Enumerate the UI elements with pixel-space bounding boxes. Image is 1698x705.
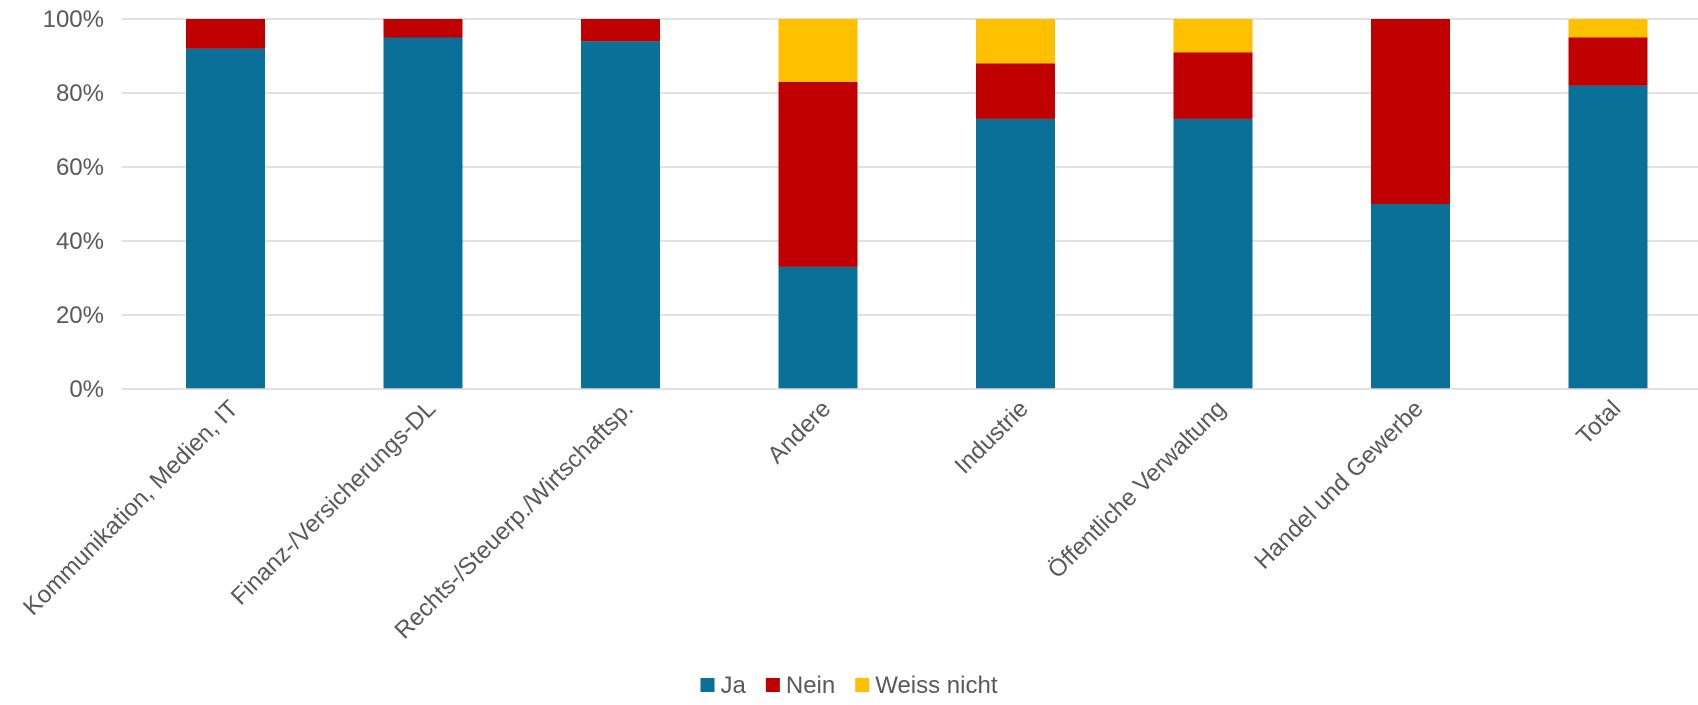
x-tick-label: Industrie xyxy=(950,395,1034,479)
y-tick-label: 100% xyxy=(43,6,104,33)
legend-swatch-nein xyxy=(765,678,780,692)
bar-segment-ja xyxy=(1371,204,1450,389)
bar-segment-ja xyxy=(186,48,265,389)
bars xyxy=(186,19,1648,390)
y-axis-ticks: 0% 20% 40% 60% 80% 100% xyxy=(43,6,104,403)
bar-segment-nein xyxy=(778,81,858,267)
y-tick-label: 20% xyxy=(56,302,104,329)
bar-segment-ja xyxy=(976,118,1055,390)
bar-segment-weiss-nicht xyxy=(1173,19,1253,53)
x-tick-label: Rechts-/Steuerp./Wirtschaftsp. xyxy=(390,395,639,644)
bar-segment-nein xyxy=(581,19,660,42)
gridlines xyxy=(122,18,1698,316)
bar-segment-weiss-nicht xyxy=(778,19,858,82)
x-tick-label: Öffentliche Verwaltung xyxy=(1043,395,1232,584)
y-tick-label: 60% xyxy=(56,154,104,181)
x-tick-label: Andere xyxy=(762,395,836,469)
y-tick-label: 0% xyxy=(69,376,104,403)
y-tick-label: 80% xyxy=(56,80,104,107)
bar-segment-ja xyxy=(1173,118,1253,390)
bar-segment-nein xyxy=(383,19,463,38)
bar-segment-weiss-nicht xyxy=(976,19,1055,64)
legend-label: Weiss nicht xyxy=(875,672,998,699)
bar-segment-nein xyxy=(1568,37,1648,86)
bar-segment-ja xyxy=(778,266,858,389)
y-tick-label: 40% xyxy=(56,228,104,255)
bar-segment-ja xyxy=(383,37,463,389)
x-axis-ticks: Kommunikation, Medien, ITFinanz-/Versich… xyxy=(18,395,1626,644)
bar-segment-nein xyxy=(1371,19,1450,204)
legend-swatch-weiss-nicht xyxy=(855,678,870,692)
bar-segment-ja xyxy=(581,41,660,389)
x-tick-label: Kommunikation, Medien, IT xyxy=(18,395,244,621)
legend: Ja Nein Weiss nicht xyxy=(700,672,998,699)
bar-segment-nein xyxy=(1173,52,1253,119)
x-tick-label: Handel und Gewerbe xyxy=(1249,395,1428,574)
bar-segment-nein xyxy=(976,63,1055,119)
legend-swatch-ja xyxy=(700,678,715,692)
bar-segment-nein xyxy=(186,19,265,49)
bar-segment-ja xyxy=(1568,85,1648,389)
x-tick-label: Total xyxy=(1571,395,1626,450)
legend-label: Nein xyxy=(786,672,835,699)
bar-segment-weiss-nicht xyxy=(1568,19,1648,38)
legend-label: Ja xyxy=(721,672,747,699)
x-tick-label: Finanz-/Versicherungs-DL xyxy=(226,395,441,610)
